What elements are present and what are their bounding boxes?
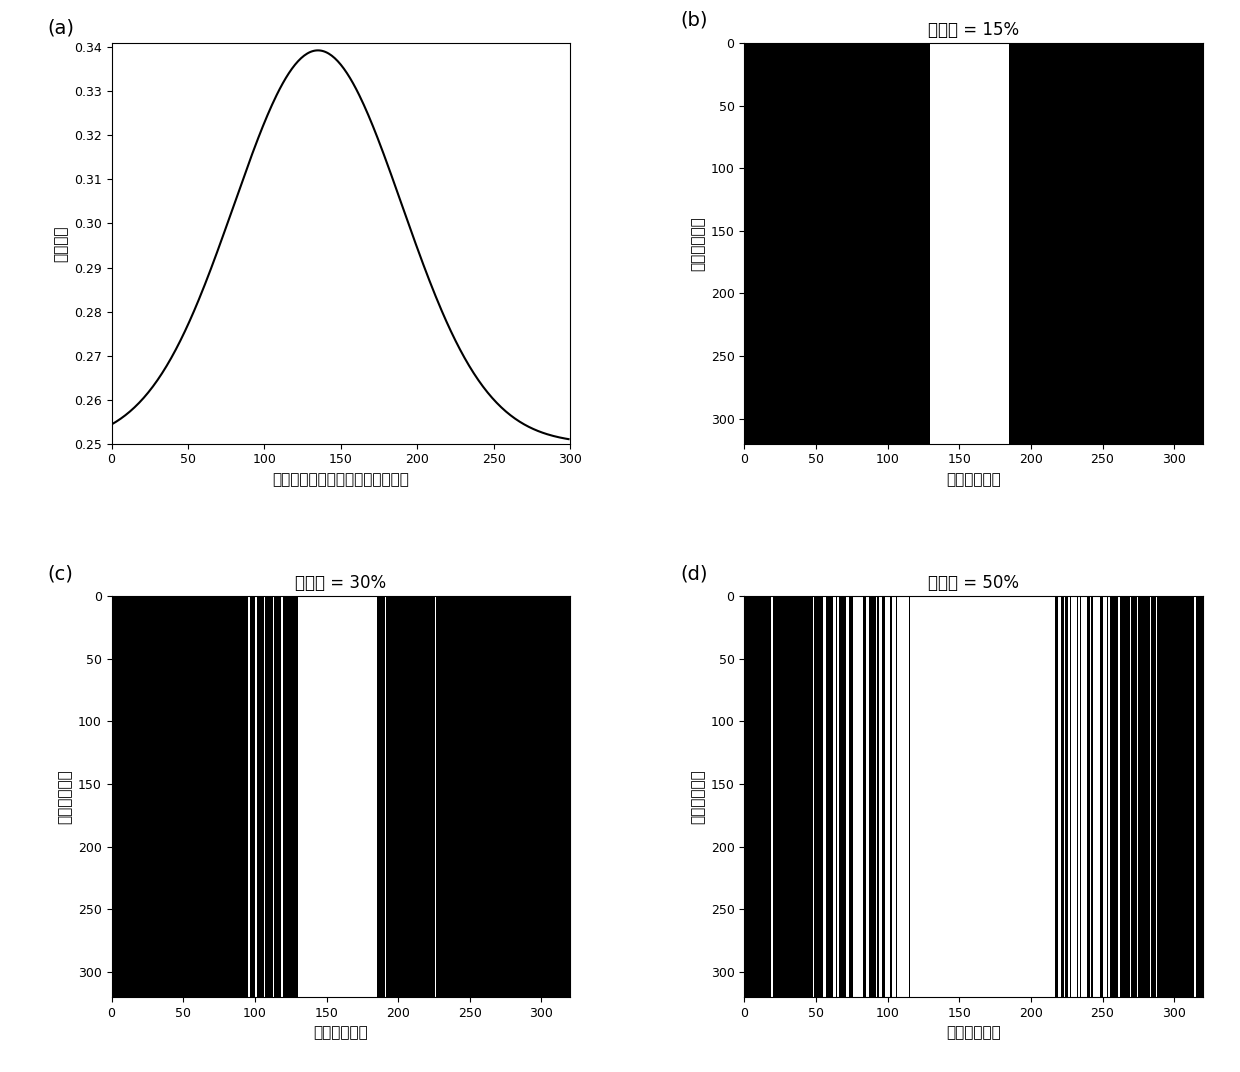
X-axis label: 相位编码方向: 相位编码方向: [946, 472, 1001, 487]
Y-axis label: 采样概率: 采样概率: [53, 225, 68, 262]
Title: 采样率 = 30%: 采样率 = 30%: [295, 574, 387, 592]
X-axis label: 相位编码方向: 相位编码方向: [946, 1025, 1001, 1040]
Y-axis label: 频率编码方向: 频率编码方向: [57, 769, 72, 824]
Text: (a): (a): [47, 19, 74, 38]
Y-axis label: 频率编码方向: 频率编码方向: [691, 769, 706, 824]
Text: (d): (d): [680, 564, 708, 583]
Title: 采样率 = 15%: 采样率 = 15%: [928, 20, 1019, 39]
Text: (b): (b): [680, 11, 708, 30]
X-axis label: 相位编码方向: 相位编码方向: [314, 1025, 368, 1040]
Text: (c): (c): [47, 564, 73, 583]
Y-axis label: 频率编码方向: 频率编码方向: [691, 215, 706, 271]
X-axis label: 相位编码索引（无中间连续采样）: 相位编码索引（无中间连续采样）: [273, 472, 409, 487]
Title: 采样率 = 50%: 采样率 = 50%: [928, 574, 1019, 592]
